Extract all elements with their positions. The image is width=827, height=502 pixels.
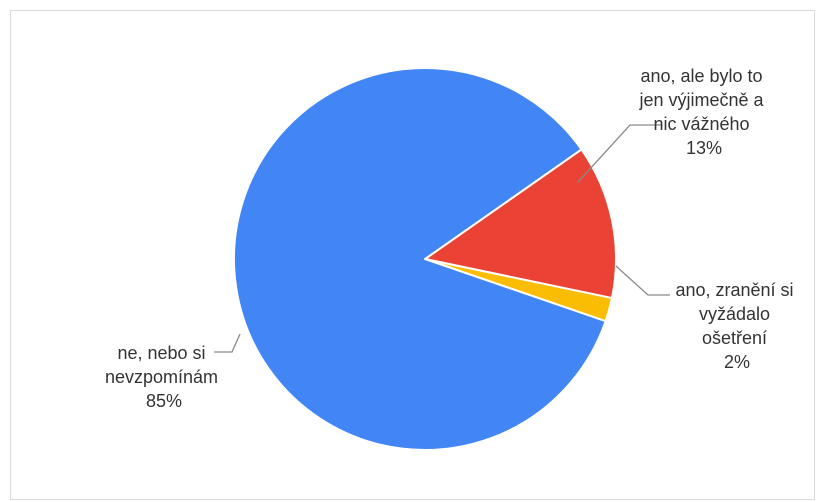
slice-label-0-line-2: nic vážného <box>653 114 749 134</box>
leader-line-slice-1 <box>615 265 670 296</box>
slice-label-1-line-0: ano, zranění si <box>675 280 793 300</box>
slice-label-0-line-0: ano, ale bylo to <box>640 66 762 86</box>
slice-label-0: ano, ale bylo to jen výjimečně a nic váž… <box>638 66 768 158</box>
pie-slices <box>233 66 617 451</box>
slice-label-1: ano, zranění si vyžádalo ošetření 2% <box>675 280 798 372</box>
pie-slice-0 <box>424 148 617 300</box>
slice-label-0-percent: 13% <box>686 138 722 158</box>
slice-label-2-line-1: nevzpomínám <box>105 367 218 387</box>
leader-lines <box>214 124 670 353</box>
leader-line-slice-0 <box>577 124 662 183</box>
slice-label-2-line-0: ne, nebo si <box>117 343 205 363</box>
slice-label-1-line-1: vyžádalo <box>699 304 770 324</box>
pie-slice-2 <box>233 66 607 451</box>
slice-label-1-percent: 2% <box>724 352 750 372</box>
slice-label-2: ne, nebo si nevzpomínám 85% <box>105 343 223 411</box>
slice-label-1-line-2: ošetření <box>702 328 767 348</box>
slice-label-0-line-1: jen výjimečně a <box>638 90 764 110</box>
slice-label-2-percent: 85% <box>146 391 182 411</box>
leader-line-slice-2 <box>214 333 241 353</box>
